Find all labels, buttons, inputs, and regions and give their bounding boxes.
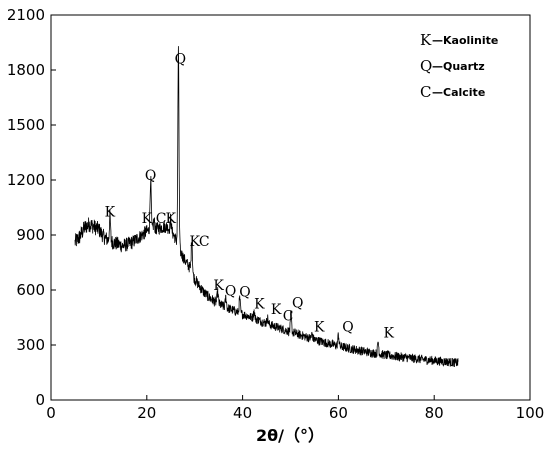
peak-label: K bbox=[189, 234, 200, 250]
legend-text: —Kaolinite bbox=[432, 34, 498, 47]
x-tick-label: 80 bbox=[425, 404, 444, 422]
peak-label: K bbox=[254, 296, 265, 312]
y-tick-label: 1500 bbox=[7, 116, 45, 134]
y-tick-label: 2100 bbox=[7, 6, 45, 24]
peak-label: K bbox=[166, 211, 177, 227]
plot-frame bbox=[50, 14, 531, 401]
x-tick-label: 40 bbox=[233, 404, 252, 422]
x-axis-ticks: 0 20 40 60 80 100 bbox=[46, 395, 544, 422]
x-tick-label: 60 bbox=[329, 404, 348, 422]
y-tick-label: 900 bbox=[16, 226, 45, 244]
x-tick-label: 20 bbox=[137, 404, 156, 422]
x-tick-label: 0 bbox=[46, 404, 56, 422]
x-axis-title: 2θ/（°） bbox=[256, 426, 324, 445]
peak-label: K bbox=[213, 278, 224, 294]
y-tick-label: 600 bbox=[16, 281, 45, 299]
peak-label: K bbox=[383, 326, 394, 342]
peak-label: Q bbox=[342, 319, 353, 335]
y-axis-ticks: 0 300 600 900 1200 1500 1800 2100 bbox=[7, 6, 56, 409]
peak-label: K bbox=[142, 211, 153, 227]
legend-text: —Quartz bbox=[432, 60, 485, 73]
legend-symbol: Q bbox=[420, 57, 432, 75]
peak-label: Q bbox=[239, 284, 250, 300]
y-tick-label: 1200 bbox=[7, 171, 45, 189]
peak-label: K bbox=[105, 205, 116, 221]
peak-label: C bbox=[156, 211, 167, 227]
y-tick-label: 300 bbox=[16, 336, 45, 354]
peak-label: C bbox=[199, 234, 210, 250]
peak-label: C bbox=[283, 308, 294, 324]
y-tick-label: 0 bbox=[35, 391, 45, 409]
peak-label: Q bbox=[292, 295, 303, 311]
legend-symbol: K bbox=[420, 31, 432, 49]
legend-symbol: C bbox=[420, 83, 431, 101]
peak-label: K bbox=[314, 319, 325, 335]
peak-label: K bbox=[271, 302, 282, 318]
x-tick-label: 100 bbox=[516, 404, 545, 422]
peak-label: Q bbox=[145, 168, 156, 184]
peak-label: Q bbox=[225, 284, 236, 300]
peak-label: Q bbox=[175, 52, 186, 68]
legend-text: —Calcite bbox=[432, 86, 485, 99]
xrd-pattern-line bbox=[74, 46, 459, 368]
y-tick-label: 1800 bbox=[7, 61, 45, 79]
